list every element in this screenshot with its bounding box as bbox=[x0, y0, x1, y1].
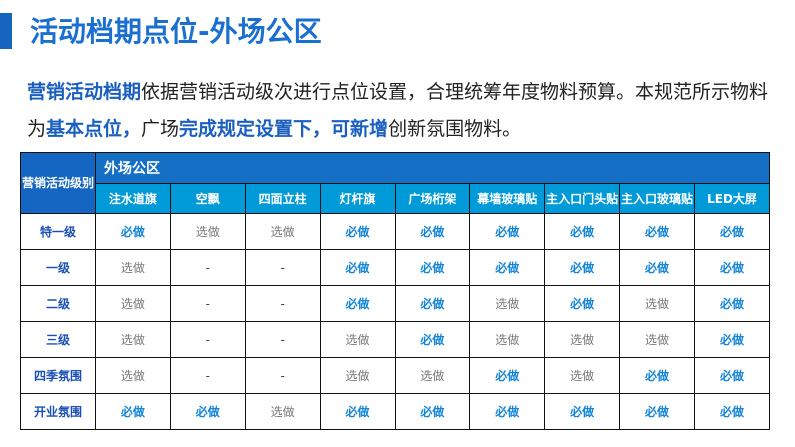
table-row: 三级 选做 - - 选做 必做 选做 选做 选做 必做 bbox=[20, 321, 770, 358]
requirement-cell: 选做 bbox=[319, 357, 396, 394]
column-header: 注水道旗 bbox=[95, 183, 171, 214]
requirement-cell: 必做 bbox=[544, 249, 621, 286]
requirement-cell: - bbox=[244, 357, 321, 394]
requirement-cell: 选做 bbox=[95, 321, 171, 358]
level-cell: 特一级 bbox=[20, 213, 96, 250]
requirement-cell: 必做 bbox=[544, 213, 621, 250]
column-header: 主入口门头贴 bbox=[544, 183, 621, 214]
requirement-cell: 选做 bbox=[619, 321, 695, 358]
highlight-text: 完成规定设置下，可新增 bbox=[179, 118, 389, 140]
requirement-cell: 必做 bbox=[394, 213, 471, 250]
requirement-cell: 必做 bbox=[619, 213, 695, 250]
level-header: 营销活动级别 bbox=[20, 152, 96, 214]
level-cell: 四季氛围 bbox=[20, 357, 96, 394]
requirement-cell: - bbox=[244, 285, 321, 322]
requirement-cell: 必做 bbox=[394, 321, 471, 358]
zone-header: 外场公区 bbox=[95, 152, 770, 184]
requirement-cell: 必做 bbox=[319, 393, 396, 430]
column-header: LED大屏 bbox=[694, 183, 770, 214]
column-header: 灯杆旗 bbox=[319, 183, 396, 214]
requirement-cell: - bbox=[169, 357, 246, 394]
column-header: 幕墙玻璃贴 bbox=[469, 183, 546, 214]
requirement-cell: 选做 bbox=[319, 321, 396, 358]
requirement-cell: 必做 bbox=[619, 357, 695, 394]
level-cell: 一级 bbox=[20, 249, 96, 286]
requirement-cell: - bbox=[169, 249, 246, 286]
requirement-cell: 必做 bbox=[694, 285, 770, 322]
requirement-cell: 必做 bbox=[319, 213, 396, 250]
requirement-cell: 必做 bbox=[694, 321, 770, 358]
requirement-cell: 选做 bbox=[469, 321, 546, 358]
requirement-cell: 选做 bbox=[544, 357, 621, 394]
requirement-cell: 必做 bbox=[469, 249, 546, 286]
intro-paragraph: 营销活动档期依据营销活动级次进行点位设置，合理统筹年度物料预算。本规范所示物料为… bbox=[27, 74, 787, 148]
requirement-cell: 选做 bbox=[95, 249, 171, 286]
requirement-cell: 必做 bbox=[694, 357, 770, 394]
body-text: 依据营销活动级次进行点位设置，合理统筹年度物料预算。本规范所示物料为 bbox=[27, 81, 769, 140]
requirement-cell: 必做 bbox=[394, 249, 471, 286]
body-text: 创新氛围物料。 bbox=[388, 118, 522, 140]
requirement-cell: 必做 bbox=[95, 213, 171, 250]
level-cell: 开业氛围 bbox=[20, 393, 96, 430]
requirement-cell: 必做 bbox=[619, 249, 695, 286]
level-cell: 三级 bbox=[20, 321, 96, 358]
placement-table: 营销活动级别 外场公区 注水道旗 空飘 四面立柱 灯杆旗 广场桁架 幕墙玻璃贴 主入口门头贴… bbox=[20, 152, 770, 430]
requirement-cell: 必做 bbox=[95, 393, 171, 430]
highlight-text: 营销活动档期 bbox=[27, 81, 142, 103]
title-accent-bar bbox=[0, 13, 12, 49]
table-row: 开业氛围 必做 必做 选做 必做 必做 必做 必做 必做 必做 bbox=[20, 393, 770, 430]
requirement-cell: 必做 bbox=[319, 249, 396, 286]
column-header: 主入口玻璃贴 bbox=[619, 183, 695, 214]
requirement-cell: 选做 bbox=[244, 213, 321, 250]
table-row: 一级 选做 - - 必做 必做 必做 必做 必做 必做 bbox=[20, 249, 770, 286]
requirement-cell: 选做 bbox=[394, 357, 471, 394]
requirement-cell: 必做 bbox=[169, 393, 246, 430]
requirement-cell: 必做 bbox=[469, 393, 546, 430]
column-header: 空飘 bbox=[169, 183, 246, 214]
requirement-cell: 必做 bbox=[619, 393, 695, 430]
requirement-cell: 必做 bbox=[544, 393, 621, 430]
requirement-cell: 必做 bbox=[469, 357, 546, 394]
highlight-text: 基本点位， bbox=[46, 118, 142, 140]
requirement-cell: - bbox=[169, 285, 246, 322]
requirement-cell: 必做 bbox=[394, 393, 471, 430]
requirement-cell: 必做 bbox=[544, 285, 621, 322]
requirement-cell: - bbox=[169, 321, 246, 358]
requirement-cell: 必做 bbox=[694, 213, 770, 250]
requirement-cell: 必做 bbox=[469, 213, 546, 250]
table-row: 特一级 必做 选做 选做 必做 必做 必做 必做 必做 必做 bbox=[20, 213, 770, 250]
requirement-cell: 选做 bbox=[95, 285, 171, 322]
table-row: 二级 选做 - - 必做 必做 选做 必做 选做 必做 bbox=[20, 285, 770, 322]
table-row: 四季氛围 选做 - - 选做 选做 必做 选做 必做 必做 bbox=[20, 357, 770, 394]
page-title: 活动档期点位-外场公区 bbox=[30, 15, 322, 48]
requirement-cell: 必做 bbox=[394, 285, 471, 322]
requirement-cell: 必做 bbox=[694, 393, 770, 430]
requirement-cell: - bbox=[244, 249, 321, 286]
requirement-cell: 选做 bbox=[244, 393, 321, 430]
requirement-cell: 选做 bbox=[169, 213, 246, 250]
requirement-cell: 选做 bbox=[544, 321, 621, 358]
requirement-cell: 必做 bbox=[319, 285, 396, 322]
requirement-cell: 选做 bbox=[469, 285, 546, 322]
column-header: 四面立柱 bbox=[244, 183, 321, 214]
requirement-cell: 选做 bbox=[95, 357, 171, 394]
column-header: 广场桁架 bbox=[394, 183, 471, 214]
requirement-cell: 必做 bbox=[694, 249, 770, 286]
level-cell: 二级 bbox=[20, 285, 96, 322]
requirement-cell: 选做 bbox=[619, 285, 695, 322]
requirement-cell: - bbox=[244, 321, 321, 358]
body-text: 广场 bbox=[141, 118, 180, 140]
